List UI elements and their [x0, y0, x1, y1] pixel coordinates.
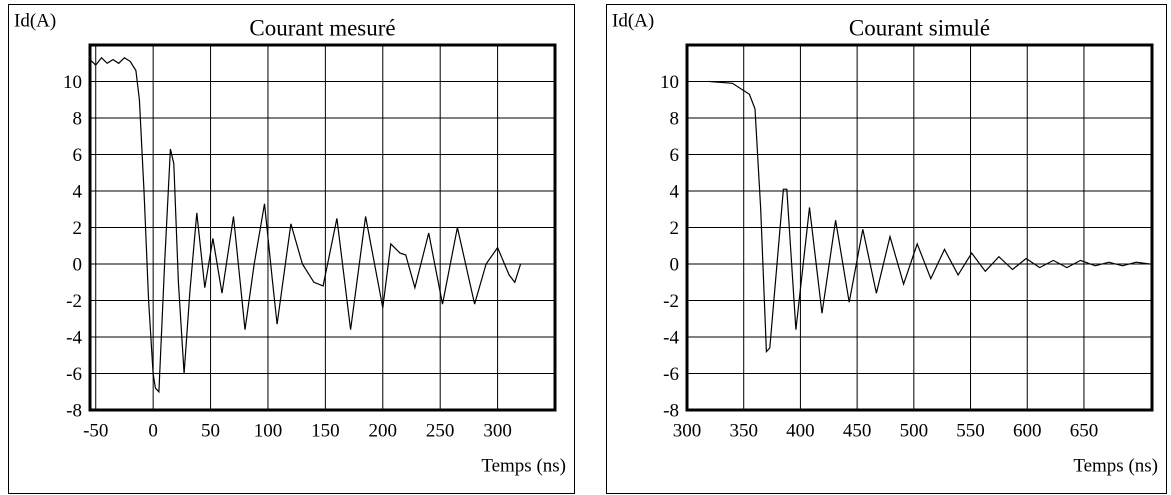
x-tick-label: 350: [729, 420, 758, 441]
y-tick-label: 6: [73, 145, 83, 166]
y-tick-label: -6: [66, 364, 82, 385]
x-tick-label: 450: [843, 420, 872, 441]
x-tick-label: 50: [201, 420, 220, 441]
x-tick-label: 550: [956, 420, 985, 441]
panel-frame: [8, 4, 575, 494]
x-tick-label: 400: [786, 420, 815, 441]
y-tick-label: -4: [66, 327, 82, 348]
y-tick-label: -4: [663, 327, 679, 348]
y-axis-label: Id(A): [14, 10, 56, 31]
x-axis-label: Temps (ns): [1073, 455, 1158, 476]
y-axis-label: Id(A): [612, 10, 654, 31]
y-tick-label: -6: [663, 364, 679, 385]
x-tick-label: 600: [1013, 420, 1042, 441]
data-line: [709, 80, 1150, 354]
x-tick-label: 650: [1070, 420, 1099, 441]
y-tick-label: 8: [73, 108, 83, 129]
panel-frame: [606, 4, 1167, 494]
y-tick-label: -8: [66, 400, 82, 421]
x-tick-label: 300: [483, 420, 512, 441]
x-tick-label: 0: [148, 420, 158, 441]
y-tick-label: 4: [670, 181, 680, 202]
y-tick-label: 2: [73, 218, 83, 239]
x-tick-label: 250: [426, 420, 455, 441]
x-tick-label: 300: [673, 420, 702, 441]
y-tick-label: -2: [66, 291, 82, 312]
y-tick-label: 4: [73, 181, 83, 202]
x-tick-label: -50: [83, 420, 108, 441]
y-tick-label: 10: [63, 72, 82, 93]
plot-frame: [88, 43, 557, 412]
chart-title: Courant mesuré: [249, 15, 395, 40]
y-tick-label: 0: [73, 254, 83, 275]
y-tick-label: -8: [663, 400, 679, 421]
y-tick-label: 10: [660, 72, 679, 93]
x-tick-label: 200: [369, 420, 398, 441]
data-line: [89, 56, 522, 394]
y-tick-label: 8: [670, 108, 680, 129]
y-tick-label: 6: [670, 145, 680, 166]
chart-title: Courant simulé: [849, 15, 990, 40]
plot-frame: [685, 43, 1154, 412]
title-mask: [787, 31, 1052, 43]
title-mask: [190, 31, 455, 43]
y-tick-label: -2: [663, 291, 679, 312]
x-tick-label: 500: [900, 420, 929, 441]
y-tick-label: 0: [670, 254, 680, 275]
x-axis-label: Temps (ns): [481, 455, 566, 476]
y-tick-label: 2: [670, 218, 680, 239]
x-tick-label: 100: [254, 420, 283, 441]
x-tick-label: 150: [311, 420, 340, 441]
